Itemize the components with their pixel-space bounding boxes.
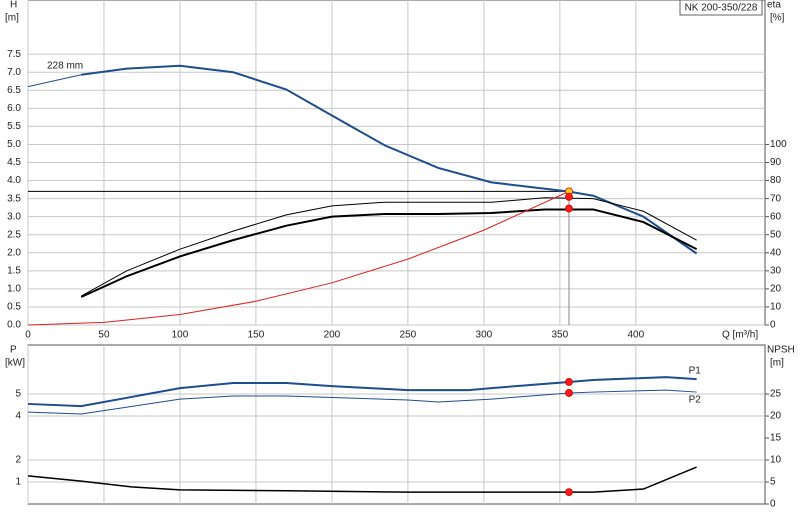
y2-tick-label: 0 xyxy=(770,320,776,331)
title-box xyxy=(679,0,763,16)
y2-tick-label: 100 xyxy=(770,139,787,150)
curve xyxy=(27,376,697,408)
curve xyxy=(27,190,570,326)
y-tick-label: 2.5 xyxy=(7,229,21,240)
x-tick-label: 0 xyxy=(25,330,31,341)
y2-axis-title: eta xyxy=(767,0,781,11)
x-tick-label: 150 xyxy=(248,330,265,341)
x-axis-title: Q [m³/h] xyxy=(722,330,758,341)
y2-tick-label: 20 xyxy=(770,411,782,422)
x-tick-label: 50 xyxy=(98,330,110,341)
series-label: P2 xyxy=(689,395,702,406)
curve xyxy=(80,208,698,298)
y2-tick-label: 50 xyxy=(770,229,782,240)
y-tick-label: 4.0 xyxy=(7,175,21,186)
y2-tick-label: 30 xyxy=(770,265,782,276)
y2-tick-label: 10 xyxy=(770,302,782,313)
curve xyxy=(27,74,82,88)
y2-tick-label: 80 xyxy=(770,175,782,186)
y-axis-title: H xyxy=(10,0,17,11)
y2-tick-label: 40 xyxy=(770,247,782,258)
y-axis-unit: [m] xyxy=(5,13,19,24)
y2-tick-label: 25 xyxy=(770,389,782,400)
y-tick-label: 2 xyxy=(15,455,21,466)
y-axis-unit: [kW] xyxy=(5,358,25,369)
y2-axis-unit: [m] xyxy=(770,358,784,369)
y-tick-label: 1.5 xyxy=(7,265,21,276)
y-tick-label: 0.5 xyxy=(7,302,21,313)
operating-point xyxy=(565,389,573,397)
y-tick-label: 1.0 xyxy=(7,284,21,295)
series-label: P1 xyxy=(689,366,702,377)
operating-point xyxy=(565,488,573,497)
x-tick-label: 250 xyxy=(400,330,417,341)
operating-point xyxy=(565,378,573,386)
y2-tick-label: 20 xyxy=(770,284,782,295)
y-tick-label: 4.5 xyxy=(7,157,21,168)
x-tick-label: 300 xyxy=(476,330,493,341)
x-tick-label: 350 xyxy=(552,330,569,341)
y-axis-title: P xyxy=(10,345,17,356)
y-tick-label: 6.5 xyxy=(7,85,21,96)
y-tick-label: 3.5 xyxy=(7,193,21,204)
operating-point xyxy=(565,204,573,213)
curve xyxy=(81,64,698,255)
x-tick-label: 200 xyxy=(324,330,341,341)
y2-tick-label: 10 xyxy=(770,455,782,466)
y-tick-label: 7.5 xyxy=(7,49,21,60)
operating-point xyxy=(565,192,573,201)
plot-area xyxy=(27,344,766,505)
y2-tick-label: 0 xyxy=(770,499,776,510)
x-tick-label: 400 xyxy=(627,330,644,341)
y-tick-label: 0.0 xyxy=(7,320,21,331)
y2-tick-label: 70 xyxy=(770,193,782,204)
y2-tick-label: 60 xyxy=(770,211,782,222)
curve xyxy=(27,389,697,415)
curve xyxy=(80,197,697,297)
y-tick-label: 2.0 xyxy=(7,247,21,258)
y2-axis-title: NPSH xyxy=(767,345,795,356)
y-tick-label: 6.0 xyxy=(7,103,21,114)
y-tick-label: 5 xyxy=(15,389,21,400)
y2-tick-label: 15 xyxy=(770,433,782,444)
y-tick-label: 7.0 xyxy=(7,67,21,78)
y2-tick-label: 5 xyxy=(770,477,776,488)
y-tick-label: 3.0 xyxy=(7,211,21,222)
y2-tick-label: 90 xyxy=(770,157,782,168)
y2-axis-unit: [%] xyxy=(770,13,785,24)
annotation: 228 mm xyxy=(47,61,83,72)
curve xyxy=(27,466,697,493)
y-tick-label: 4 xyxy=(15,411,21,422)
x-tick-label: 100 xyxy=(172,330,189,341)
chart-title: NK 200-350/228 xyxy=(685,3,758,14)
y-tick-label: 1 xyxy=(15,477,21,488)
y-tick-label: 5.0 xyxy=(7,139,21,150)
y-tick-label: 5.5 xyxy=(7,121,21,132)
